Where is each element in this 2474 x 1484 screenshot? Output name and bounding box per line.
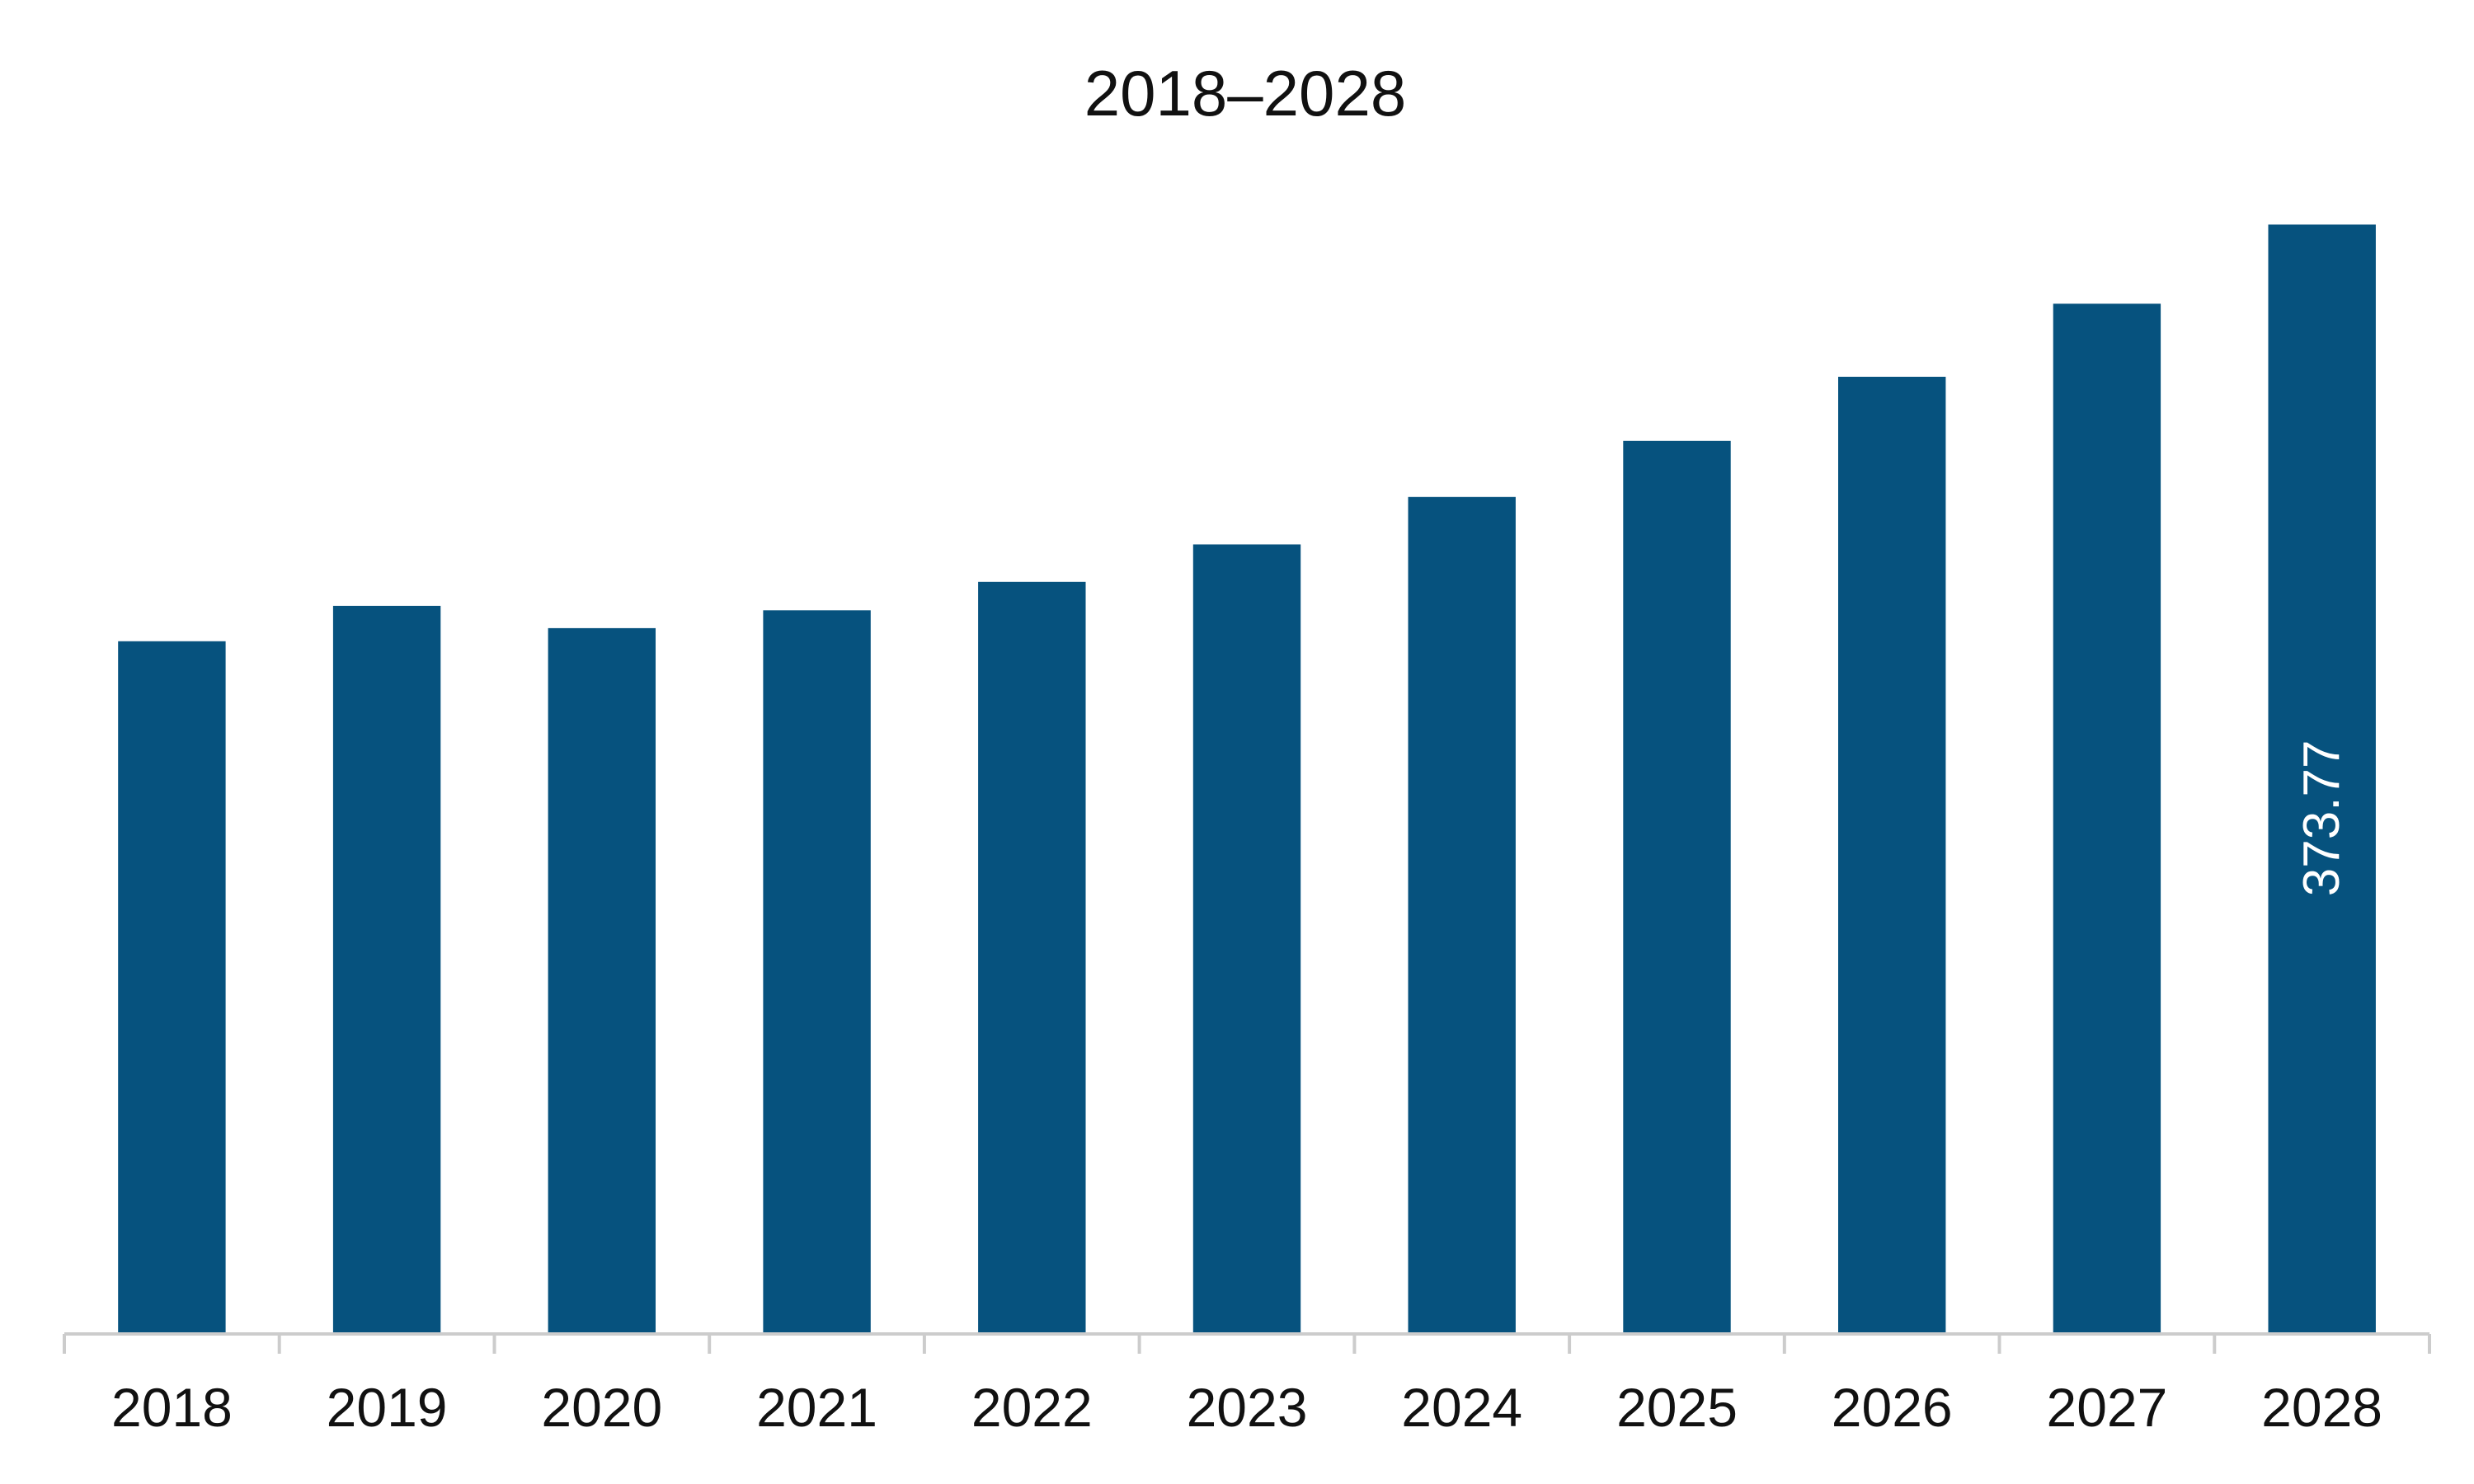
bar-2020 bbox=[548, 627, 656, 1334]
x-tick-label-2023: 2023 bbox=[1187, 1377, 1308, 1438]
bar-2028 bbox=[2268, 224, 2376, 1334]
bar-2025 bbox=[1623, 440, 1731, 1334]
data-label-2028: 373.77 bbox=[2293, 740, 2350, 897]
x-tick-label-2027: 2027 bbox=[2046, 1377, 2167, 1438]
x-tick-label-2019: 2019 bbox=[327, 1377, 448, 1438]
x-tick-label-2026: 2026 bbox=[1832, 1377, 1953, 1438]
bar-2021 bbox=[763, 610, 871, 1334]
x-tick-label-2018: 2018 bbox=[111, 1377, 233, 1438]
bar-2019 bbox=[332, 605, 441, 1334]
bars-group bbox=[118, 224, 2376, 1334]
bar-2024 bbox=[1408, 496, 1516, 1334]
bar-2027 bbox=[2053, 303, 2161, 1334]
x-tick-label-2028: 2028 bbox=[2261, 1377, 2382, 1438]
bar-2023 bbox=[1192, 544, 1301, 1334]
x-tick-label-2022: 2022 bbox=[971, 1377, 1093, 1438]
x-tick-label-2025: 2025 bbox=[1616, 1377, 1738, 1438]
data-labels-group: 373.77 bbox=[2293, 740, 2350, 897]
chart-title: 2018–2028 bbox=[1084, 57, 1406, 129]
bar-2018 bbox=[118, 641, 226, 1334]
tick-labels-group: 2018 2019 2020 2021 2022 2023 2024 2025 2026 2027… bbox=[111, 1377, 2382, 1438]
bar-2022 bbox=[978, 581, 1086, 1334]
x-tick-label-2024: 2024 bbox=[1401, 1377, 1522, 1438]
x-axis bbox=[63, 1332, 2431, 1354]
x-tick-label-2020: 2020 bbox=[541, 1377, 662, 1438]
bar-2026 bbox=[1838, 377, 1946, 1334]
x-tick-label-2021: 2021 bbox=[756, 1377, 877, 1438]
